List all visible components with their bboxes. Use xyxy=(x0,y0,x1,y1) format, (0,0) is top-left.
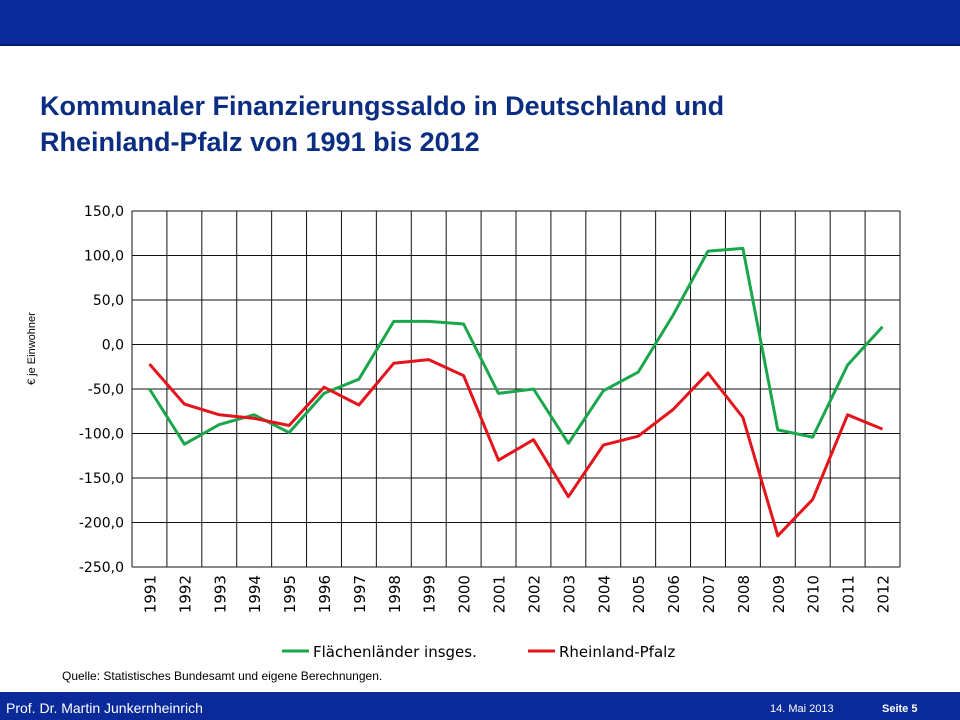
x-tick-label: 1991 xyxy=(141,575,159,613)
x-tick-label: 2012 xyxy=(875,575,893,613)
title-line-1: Kommunaler Finanzierungssaldo in Deutsch… xyxy=(40,91,725,121)
footer-bar xyxy=(0,692,960,720)
x-tick-label: 1993 xyxy=(211,575,229,613)
x-tick-label: 2003 xyxy=(560,575,578,613)
grid-lines xyxy=(131,210,901,568)
y-tick-label: -250,0 xyxy=(79,560,124,576)
header-bar xyxy=(0,0,960,46)
x-tick-label: 1997 xyxy=(351,575,369,613)
x-tick-label: 1992 xyxy=(176,575,194,613)
x-tick-label: 2004 xyxy=(595,575,613,613)
x-tick-label: 1995 xyxy=(281,575,299,613)
footer-page-number: Seite 5 xyxy=(882,703,918,715)
x-tick-label: 2001 xyxy=(491,575,509,613)
y-tick-label: -50,0 xyxy=(88,382,124,398)
series-line xyxy=(148,358,884,538)
x-tick-label: 2007 xyxy=(700,575,718,613)
x-tick-label: 2006 xyxy=(665,575,683,613)
x-tick-label: 2000 xyxy=(456,575,474,613)
footer-date: 14. Mai 2013 xyxy=(770,703,834,715)
x-tick-label: 1999 xyxy=(421,575,439,613)
series-lines xyxy=(148,246,884,538)
y-tick-label: 100,0 xyxy=(84,249,124,265)
slide-title: Kommunaler Finanzierungssaldo in Deutsch… xyxy=(40,88,920,160)
x-tick-labels: 1991 1992 1993 1994 1995 1996 1997 1998 1999 2000… xyxy=(141,575,892,613)
x-tick-label: 2011 xyxy=(840,575,858,613)
x-tick-label: 2010 xyxy=(805,575,823,613)
footer-author: Prof. Dr. Martin Junkernheinrich xyxy=(6,700,203,716)
y-axis-label: € je Einwohner xyxy=(26,312,38,385)
legend: Flächenländer insges. Rheinland-Pfalz xyxy=(282,643,675,661)
title-line-2: Rheinland-Pfalz von 1991 bis 2012 xyxy=(40,127,480,157)
y-tick-label: 0,0 xyxy=(102,338,124,354)
x-tick-label: 2002 xyxy=(525,575,543,613)
source-note: Quelle: Statistisches Bundesamt und eige… xyxy=(62,669,383,683)
x-tick-label: 2008 xyxy=(735,575,753,613)
legend-label: Flächenländer insges. xyxy=(313,643,477,661)
series-line xyxy=(148,246,884,446)
y-tick-label: 50,0 xyxy=(93,293,124,309)
line-chart: 150,0 100,0 50,0 0,0 -50,0 -100,0 -150,0 -200,0… xyxy=(79,204,901,661)
y-tick-label: -100,0 xyxy=(79,427,124,443)
x-tick-label: 1996 xyxy=(316,575,334,613)
y-tick-labels: 150,0 100,0 50,0 0,0 -50,0 -100,0 -150,0 -200,0… xyxy=(79,204,124,576)
legend-label: Rheinland-Pfalz xyxy=(559,643,675,661)
y-tick-label: -150,0 xyxy=(79,471,124,487)
x-tick-label: 2005 xyxy=(630,575,648,613)
x-tick-label: 1994 xyxy=(246,575,264,613)
x-tick-label: 2009 xyxy=(770,575,788,613)
y-tick-label: 150,0 xyxy=(84,204,124,220)
y-tick-label: -200,0 xyxy=(79,516,124,532)
x-tick-label: 1998 xyxy=(386,575,404,613)
